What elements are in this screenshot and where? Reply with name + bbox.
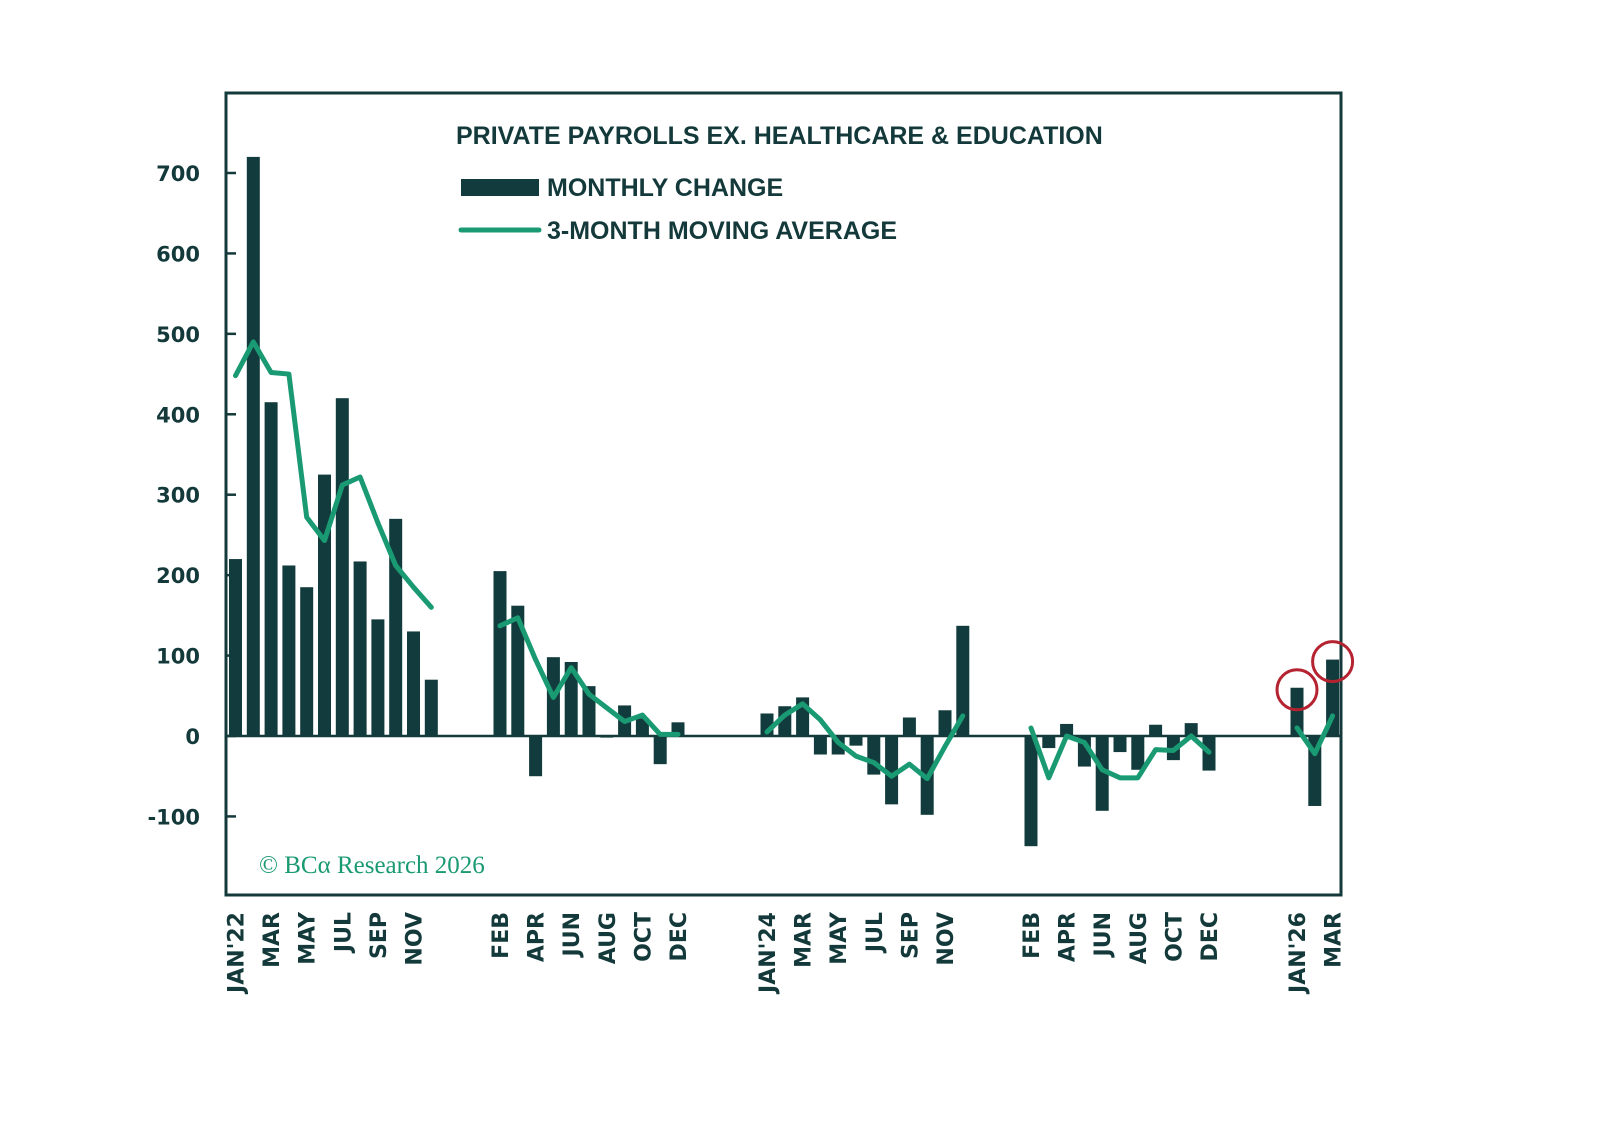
x-tick-label: MAR <box>260 912 285 968</box>
bar-aug <box>1131 736 1145 770</box>
chart-title: PRIVATE PAYROLLS EX. HEALTHCARE & EDUCAT… <box>456 122 1103 150</box>
bar-jun <box>564 662 578 736</box>
moving-average-line <box>1294 713 1336 757</box>
y-tick-label: -100 <box>147 805 200 829</box>
bar-feb <box>493 571 507 736</box>
bar-sep <box>902 717 916 736</box>
legend-monthly-change: MONTHLY CHANGE <box>547 174 783 202</box>
bar-jun <box>1095 736 1109 811</box>
x-tick-label: NOV <box>934 912 959 966</box>
bar-series <box>229 156 1340 847</box>
x-tick-label: SEP <box>367 912 392 959</box>
bar-nov <box>1184 723 1198 736</box>
bar-oct <box>635 718 649 736</box>
y-tick-label: 0 <box>185 725 200 749</box>
x-tick-label: MAY <box>827 911 852 965</box>
highlight-circles <box>1275 640 1355 712</box>
bar-dec <box>424 679 438 736</box>
y-tick-label: 700 <box>156 162 200 186</box>
x-tick-label: DEC <box>667 912 692 961</box>
x-tick-label: MAR <box>1322 912 1347 968</box>
bar-apr <box>282 565 296 736</box>
bar-nov <box>653 736 667 765</box>
x-axis: JAN'22 MAR MAY JUL SEP NOV FEB APR JUN AUG OCT DEC J… <box>225 911 1347 995</box>
x-tick-label: OCT <box>1162 912 1187 962</box>
highlight-circle <box>1275 668 1319 712</box>
bar-may <box>300 587 314 736</box>
bar-dec <box>956 625 970 736</box>
x-tick-label: FEB <box>1020 912 1045 959</box>
x-tick-label: JUL <box>331 912 356 954</box>
y-tick-label: 400 <box>156 403 200 427</box>
moving-average-line <box>1028 725 1212 781</box>
legend-bar-swatch <box>461 179 539 196</box>
bar-mar <box>1042 736 1056 749</box>
plot-frame <box>224 91 1343 897</box>
credit: © BCα Research 2026 <box>259 852 485 879</box>
x-tick-label: JAN'24 <box>756 912 781 995</box>
highlight-circle <box>1311 640 1355 684</box>
x-tick-label: JAN'22 <box>225 912 250 995</box>
bar-apr <box>1060 723 1074 736</box>
bar-mar <box>511 605 525 736</box>
x-tick-label: OCT <box>631 912 656 962</box>
bar-apr <box>813 736 827 755</box>
y-tick-label: 300 <box>156 484 200 508</box>
bar-sep <box>371 619 385 736</box>
bar-mar <box>264 402 278 736</box>
moving-average-line <box>764 701 966 782</box>
bar-apr <box>529 736 543 777</box>
x-tick-label: APR <box>1056 912 1081 962</box>
bar-aug <box>600 736 614 738</box>
x-tick-label: JAN'26 <box>1286 912 1311 995</box>
x-tick-label: MAR <box>792 912 817 968</box>
bar-jul <box>1113 736 1127 753</box>
bar-jun <box>849 736 863 746</box>
y-axis: 700 600 500 400 300 200 100 0 -100 <box>147 162 236 829</box>
bar-aug <box>885 736 899 805</box>
x-tick-label: DEC <box>1198 912 1223 961</box>
moving-average-series <box>233 339 1336 782</box>
x-tick-label: AUG <box>596 912 621 964</box>
y-tick-label: 500 <box>156 323 200 347</box>
bar-mar <box>1326 659 1340 736</box>
y-tick-label: 200 <box>156 564 200 588</box>
x-tick-label: APR <box>525 912 550 962</box>
x-tick-label: MAY <box>296 911 321 965</box>
x-tick-label: SEP <box>898 912 923 959</box>
bar-jan22 <box>229 559 242 736</box>
x-tick-label: JUN <box>1091 912 1116 958</box>
bar-aug <box>353 561 367 736</box>
bar-feb <box>1024 736 1038 847</box>
bar-nov <box>407 631 420 736</box>
bar-sep <box>1149 724 1163 736</box>
bar-jul <box>335 398 349 736</box>
bar-feb <box>246 156 260 737</box>
bar-feb <box>1308 736 1322 806</box>
x-tick-label: JUN <box>560 912 585 958</box>
x-tick-label: FEB <box>489 912 514 959</box>
bar-nov <box>938 710 952 736</box>
y-tick-label: 600 <box>156 242 200 266</box>
moving-average-line <box>233 339 434 610</box>
y-tick-label: 100 <box>156 645 200 669</box>
moving-average-line <box>497 615 681 737</box>
bar-jun <box>318 474 331 736</box>
x-tick-label: JUL <box>863 912 888 954</box>
bar-jan26 <box>1290 687 1304 736</box>
x-tick-label: AUG <box>1127 912 1152 964</box>
legend-moving-average: 3-MONTH MOVING AVERAGE <box>547 217 897 245</box>
x-tick-label: NOV <box>403 912 428 966</box>
